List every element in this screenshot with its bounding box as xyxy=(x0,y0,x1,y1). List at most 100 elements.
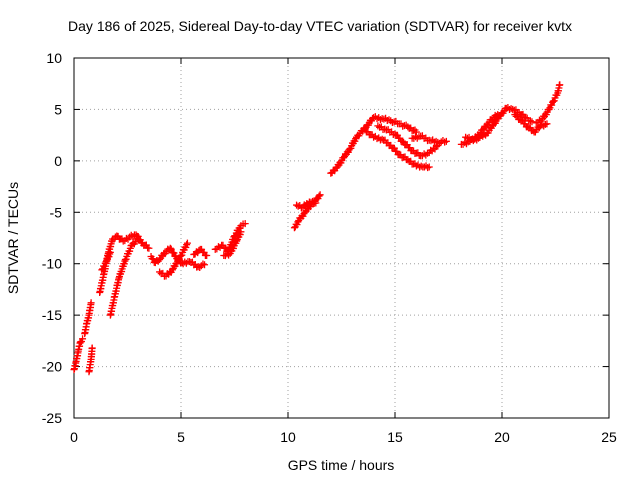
data-point-marker xyxy=(457,140,465,148)
x-tick-label: 25 xyxy=(601,429,617,445)
data-point-marker xyxy=(145,244,153,252)
data-point-marker xyxy=(382,126,390,134)
data-point-marker xyxy=(524,123,532,131)
data-point-marker xyxy=(72,357,80,365)
data-point-marker xyxy=(119,237,127,245)
data-point-marker xyxy=(417,132,425,140)
axis-ticks: 0 5 10 15 20 25 -25 -20 -15 -10 -5 0 5 10 xyxy=(42,50,617,445)
data-point-marker xyxy=(74,347,82,355)
data-point-marker xyxy=(387,141,395,149)
data-point-marker xyxy=(528,118,536,126)
data-point-marker xyxy=(315,192,323,200)
data-point-marker xyxy=(352,133,360,141)
series-arc-2b xyxy=(107,235,141,318)
data-point-marker xyxy=(425,149,433,157)
data-point-marker xyxy=(340,154,348,162)
x-tick-label: 0 xyxy=(70,429,78,445)
data-point-marker xyxy=(483,129,491,137)
data-point-marker xyxy=(425,136,433,144)
data-point-marker xyxy=(556,81,564,89)
data-point-marker xyxy=(83,319,91,327)
data-point-marker xyxy=(378,115,386,123)
data-point-marker xyxy=(470,135,478,143)
data-point-marker xyxy=(183,241,191,249)
x-tick-label: 5 xyxy=(177,429,185,445)
data-point-marker xyxy=(226,249,234,257)
data-point-marker xyxy=(395,151,403,159)
data-point-marker xyxy=(237,228,245,236)
data-point-marker xyxy=(479,126,487,134)
data-point-marker xyxy=(218,241,226,249)
data-point-marker xyxy=(502,104,510,112)
data-point-marker xyxy=(190,250,198,258)
data-point-marker xyxy=(370,114,378,122)
data-point-marker xyxy=(87,299,95,307)
data-point-marker xyxy=(526,117,534,125)
data-point-marker xyxy=(434,138,442,146)
data-point-marker xyxy=(442,137,450,145)
data-marks xyxy=(70,81,564,376)
data-point-marker xyxy=(417,152,425,160)
data-point-marker xyxy=(170,249,178,257)
x-tick-label: 15 xyxy=(387,429,403,445)
data-point-marker xyxy=(201,261,209,269)
data-point-marker xyxy=(333,163,341,171)
data-point-marker xyxy=(374,122,382,130)
data-point-marker xyxy=(332,164,340,172)
data-point-marker xyxy=(231,232,238,240)
data-point-marker xyxy=(408,134,416,142)
data-point-marker xyxy=(186,258,194,266)
data-point-marker xyxy=(241,220,249,228)
data-point-marker xyxy=(412,128,420,136)
data-point-marker xyxy=(492,112,500,120)
data-point-marker xyxy=(134,235,142,243)
data-point-marker xyxy=(441,138,449,146)
data-point-marker xyxy=(398,137,406,145)
data-point-marker xyxy=(312,199,320,207)
data-point-marker xyxy=(532,119,540,127)
y-tick-label: 10 xyxy=(46,50,62,66)
y-tick-label: -5 xyxy=(50,204,63,220)
data-point-marker xyxy=(549,97,557,105)
y-axis-label: SDTVAR / TECUs xyxy=(5,182,21,294)
data-point-marker xyxy=(404,156,412,164)
data-point-marker xyxy=(554,89,562,97)
grid-lines xyxy=(74,58,609,418)
data-point-marker xyxy=(87,355,95,363)
data-point-marker xyxy=(412,162,420,170)
data-point-marker xyxy=(132,231,140,239)
data-point-marker xyxy=(167,245,175,253)
data-point-marker xyxy=(126,233,134,241)
data-point-marker xyxy=(115,274,123,282)
data-point-marker xyxy=(138,239,146,247)
data-point-marker xyxy=(100,270,108,278)
data-point-marker xyxy=(156,256,164,264)
data-point-marker xyxy=(408,147,416,155)
data-point-marker xyxy=(419,163,427,171)
data-point-marker xyxy=(101,259,109,267)
data-point-marker xyxy=(233,237,241,245)
data-point-marker xyxy=(316,191,324,199)
y-tick-label: -10 xyxy=(42,256,62,272)
series-arc-7d xyxy=(534,81,563,126)
data-point-marker xyxy=(294,202,302,210)
data-point-marker xyxy=(98,266,106,274)
data-point-marker xyxy=(237,222,245,230)
series-arc-1b xyxy=(81,301,95,337)
data-point-marker xyxy=(530,128,538,136)
y-tick-label: -20 xyxy=(42,359,62,375)
y-tick-label: 5 xyxy=(54,101,62,117)
data-point-marker xyxy=(462,133,470,141)
data-point-marker xyxy=(96,289,104,297)
data-point-marker xyxy=(517,117,525,125)
data-point-marker xyxy=(106,250,114,258)
data-point-marker xyxy=(539,115,547,123)
data-point-marker xyxy=(70,366,78,374)
data-point-marker xyxy=(199,260,207,268)
data-point-marker xyxy=(400,138,408,146)
data-point-marker xyxy=(102,258,110,266)
chart-title: Day 186 of 2025, Sidereal Day-to-day VTE… xyxy=(68,18,572,34)
data-point-marker xyxy=(162,272,170,280)
data-point-marker xyxy=(85,368,93,376)
